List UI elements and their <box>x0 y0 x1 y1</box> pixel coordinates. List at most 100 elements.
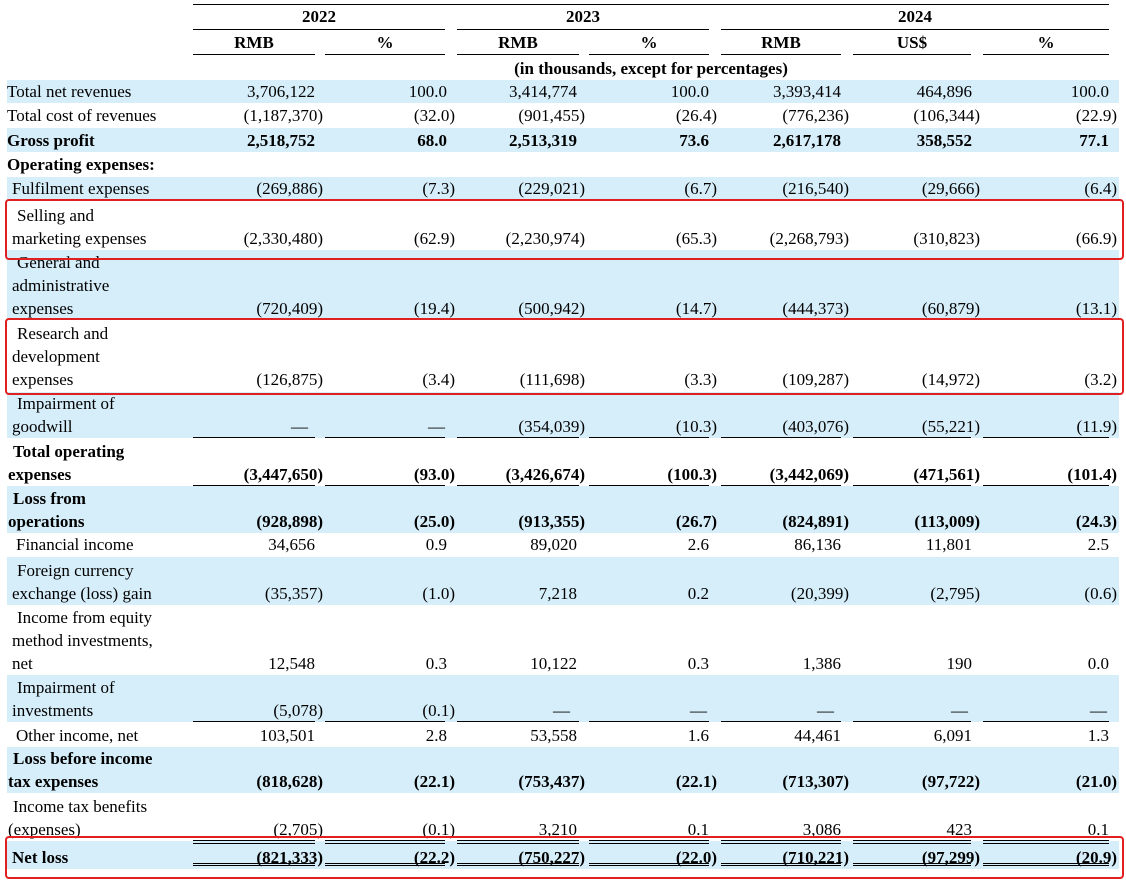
total-double-rule <box>983 863 1109 866</box>
total-top-rule <box>721 843 841 844</box>
cell-value: (10.3) <box>675 417 717 436</box>
cell-value: 358,552 <box>916 131 972 150</box>
cell-value: 1.6 <box>687 726 709 745</box>
cell-value: 3,393,414 <box>773 82 841 101</box>
row-label: Selling and <box>17 206 94 225</box>
subtotal-rule <box>853 437 971 438</box>
subtotal-rule <box>983 437 1109 438</box>
year-rule-2023 <box>457 29 709 30</box>
row-label: Income from equity <box>17 608 153 627</box>
cell-value: (310,823) <box>913 229 980 248</box>
cell-value: 1,386 <box>802 654 841 673</box>
cell-value: (2,268,793) <box>769 229 849 248</box>
total-top-rule <box>983 843 1109 844</box>
cell-value: 103,501 <box>259 726 315 745</box>
row-label: Research and <box>17 324 109 343</box>
cell-value: 3,414,774 <box>509 82 577 101</box>
row-shading <box>7 80 1119 103</box>
cell-value: 11,801 <box>925 535 972 554</box>
cell-value: (824,891) <box>782 512 849 531</box>
cell-value: — <box>428 417 445 436</box>
row-label: Foreign currency <box>17 561 134 580</box>
cell-value: (269,886) <box>256 179 323 198</box>
year-rule-2024 <box>721 29 1109 30</box>
subtotal-rule <box>589 485 709 486</box>
col-rule-3 <box>457 54 579 55</box>
year-2024: 2024 <box>898 7 932 26</box>
row-label: Other income, net <box>16 726 139 745</box>
cell-value: 100.0 <box>1070 82 1109 101</box>
cell-value: 0.3 <box>425 654 447 673</box>
cell-value: (3.4) <box>422 370 455 389</box>
cell-value: (20,399) <box>790 584 849 603</box>
cell-value: — <box>951 701 968 720</box>
subtotal-rule <box>457 840 579 841</box>
subtotal-rule <box>983 485 1109 486</box>
cell-value: (55,221) <box>921 417 980 436</box>
cell-value: (713,307) <box>782 772 849 791</box>
cell-value: 100.0 <box>670 82 709 101</box>
row-label: Financial income <box>16 535 134 554</box>
row-label: Fulfilment expenses <box>12 179 150 198</box>
cell-value: 423 <box>946 820 973 839</box>
cell-value: (901,455) <box>518 106 585 125</box>
total-double-rule <box>589 863 709 866</box>
cell-value: (22.2) <box>413 848 455 867</box>
row-label: Operating expenses: <box>7 155 155 174</box>
cell-value: (65.3) <box>675 229 717 248</box>
subtotal-rule <box>853 485 971 486</box>
subtotal-rule <box>193 840 315 841</box>
subtotal-rule <box>589 437 709 438</box>
total-double-rule <box>457 863 579 866</box>
total-double-rule <box>193 863 315 866</box>
cell-value: (21.0) <box>1075 772 1117 791</box>
row-label: (expenses) <box>8 820 81 839</box>
cell-value: (928,898) <box>256 512 323 531</box>
cell-value: 68.0 <box>417 131 447 150</box>
row-shading <box>7 392 1119 438</box>
row-label: development <box>12 347 100 366</box>
cell-value: (22.1) <box>675 772 717 791</box>
row-label: Income tax benefits <box>13 797 148 816</box>
row-label: expenses <box>8 465 72 484</box>
row-shading <box>7 557 1119 605</box>
cell-value: (22.0) <box>675 848 717 867</box>
cell-value: (720,409) <box>256 299 323 318</box>
row-label: Total net revenues <box>7 82 132 101</box>
row-label: method investments, <box>12 631 153 650</box>
subtotal-rule <box>983 721 1109 722</box>
cell-value: (20.9) <box>1075 848 1117 867</box>
col-head-2023-pct: % <box>640 33 658 52</box>
cell-value: (66.9) <box>1075 229 1117 248</box>
subtotal-rule <box>721 840 841 841</box>
subtotal-rule <box>853 840 971 841</box>
row-label: goodwill <box>12 417 73 436</box>
cell-value: 3,706,122 <box>247 82 315 101</box>
subtotal-rule <box>325 485 445 486</box>
cell-value: — <box>553 701 570 720</box>
cell-value: (818,628) <box>256 772 323 791</box>
row-label: investments <box>12 701 94 720</box>
total-top-rule <box>193 843 315 844</box>
cell-value: (35,357) <box>264 584 323 603</box>
col-head-2022-rmb: RMB <box>234 33 274 52</box>
total-double-rule <box>721 863 841 866</box>
cell-value: 1.3 <box>1087 726 1109 745</box>
row-label: Total operating <box>13 442 125 461</box>
cell-value: 0.2 <box>687 584 709 603</box>
cell-value: 0.1 <box>1087 820 1109 839</box>
total-double-rule <box>325 863 445 866</box>
cell-value: (100.3) <box>667 465 717 484</box>
cell-value: (113,009) <box>914 512 980 531</box>
cell-value: 10,122 <box>530 654 577 673</box>
col-rule-5 <box>721 54 841 55</box>
subtotal-rule <box>325 721 445 722</box>
cell-value: 3,210 <box>538 820 577 839</box>
row-shading <box>7 177 1119 200</box>
row-label: exchange (loss) gain <box>12 584 152 603</box>
cell-value: (710,221) <box>782 848 849 867</box>
cell-value: 6,091 <box>933 726 972 745</box>
cell-value: (62.9) <box>413 229 455 248</box>
unit-note: (in thousands, except for percentages) <box>514 59 788 78</box>
cell-value: 100.0 <box>408 82 447 101</box>
